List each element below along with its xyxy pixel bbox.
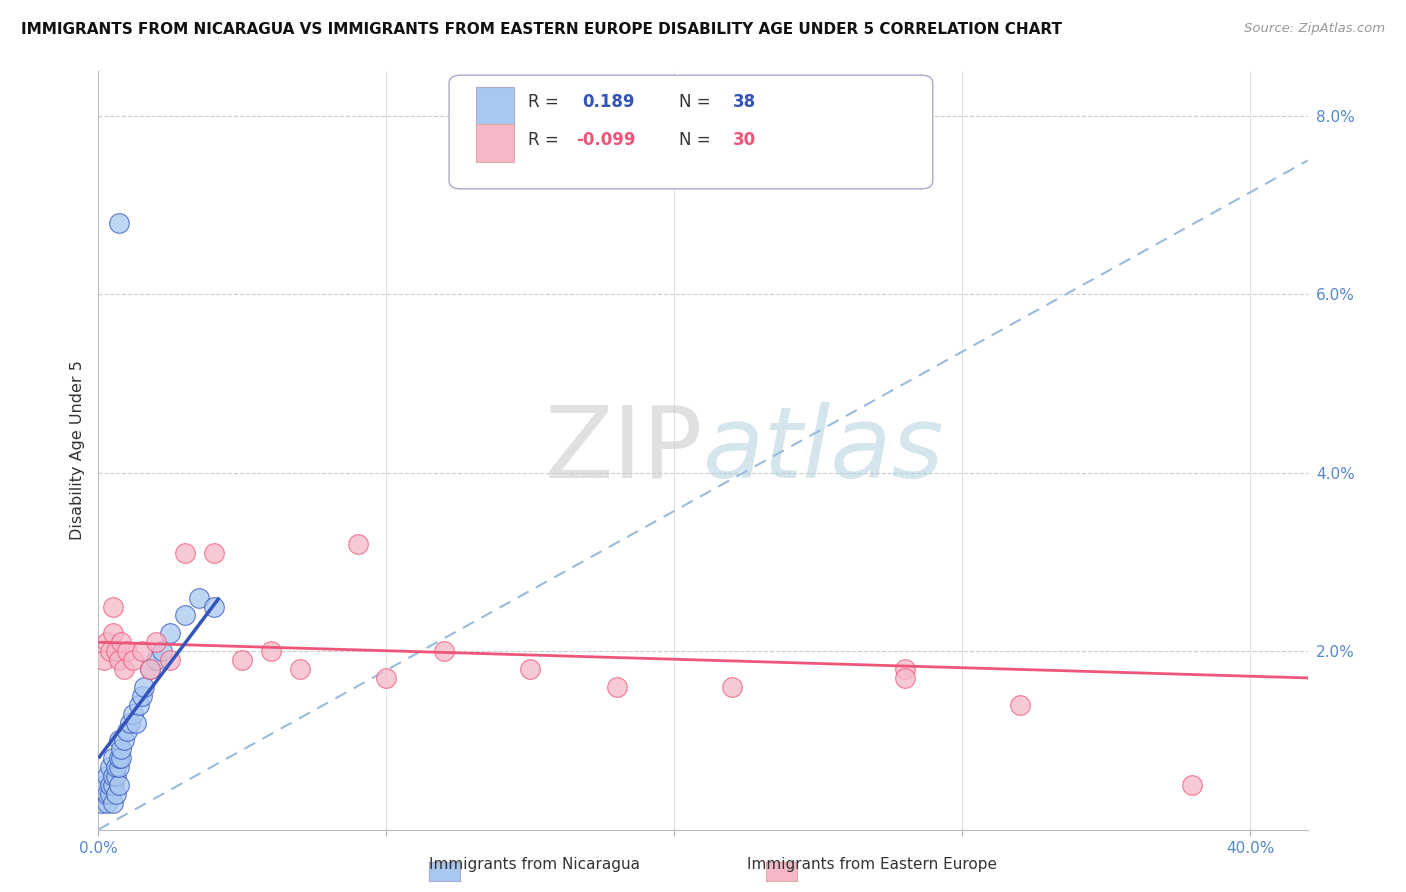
Point bbox=[173, 546, 195, 560]
Point bbox=[139, 662, 162, 676]
Point bbox=[98, 644, 121, 658]
Point bbox=[98, 787, 121, 801]
Point bbox=[131, 644, 153, 658]
Point bbox=[101, 778, 124, 792]
Point bbox=[125, 715, 148, 730]
Point bbox=[107, 778, 129, 792]
Text: 0.189: 0.189 bbox=[582, 93, 634, 111]
Point bbox=[893, 662, 915, 676]
Point bbox=[122, 706, 145, 721]
Point bbox=[110, 751, 132, 765]
Point bbox=[519, 662, 541, 676]
Point bbox=[107, 733, 129, 747]
Point bbox=[96, 635, 118, 649]
Point bbox=[346, 537, 368, 551]
Point bbox=[1181, 778, 1204, 792]
Point bbox=[112, 662, 135, 676]
Point bbox=[107, 216, 129, 230]
Point bbox=[188, 591, 211, 605]
Point bbox=[720, 680, 742, 694]
Point bbox=[98, 778, 121, 792]
Point bbox=[112, 733, 135, 747]
Point bbox=[96, 796, 118, 810]
Text: R =: R = bbox=[527, 130, 558, 149]
Text: N =: N = bbox=[679, 130, 710, 149]
FancyBboxPatch shape bbox=[449, 75, 932, 189]
Text: atlas: atlas bbox=[703, 402, 945, 499]
Point bbox=[101, 626, 124, 640]
Point bbox=[122, 653, 145, 667]
Point bbox=[101, 796, 124, 810]
Point bbox=[93, 653, 115, 667]
Text: ZIP: ZIP bbox=[544, 402, 703, 499]
Point bbox=[139, 662, 162, 676]
Point bbox=[110, 635, 132, 649]
Text: 38: 38 bbox=[734, 93, 756, 111]
Point bbox=[101, 751, 124, 765]
Text: -0.099: -0.099 bbox=[576, 130, 636, 149]
Point bbox=[90, 796, 112, 810]
Point bbox=[606, 680, 628, 694]
Text: N =: N = bbox=[679, 93, 710, 111]
Point bbox=[1008, 698, 1031, 712]
Point bbox=[107, 653, 129, 667]
Point bbox=[101, 599, 124, 614]
Text: 30: 30 bbox=[734, 130, 756, 149]
Point bbox=[115, 724, 138, 739]
Text: Source: ZipAtlas.com: Source: ZipAtlas.com bbox=[1244, 22, 1385, 36]
Point bbox=[131, 689, 153, 703]
Point bbox=[98, 760, 121, 774]
Point bbox=[96, 769, 118, 783]
Point bbox=[104, 769, 127, 783]
Point bbox=[202, 546, 225, 560]
Y-axis label: Disability Age Under 5: Disability Age Under 5 bbox=[69, 360, 84, 541]
Point bbox=[120, 715, 142, 730]
Point bbox=[145, 653, 167, 667]
Point bbox=[96, 787, 118, 801]
Bar bbox=[475, 124, 515, 162]
Point bbox=[173, 608, 195, 623]
Text: Immigrants from Eastern Europe: Immigrants from Eastern Europe bbox=[747, 857, 997, 872]
Text: IMMIGRANTS FROM NICARAGUA VS IMMIGRANTS FROM EASTERN EUROPE DISABILITY AGE UNDER: IMMIGRANTS FROM NICARAGUA VS IMMIGRANTS … bbox=[21, 22, 1062, 37]
Point bbox=[115, 644, 138, 658]
Point bbox=[202, 599, 225, 614]
Point bbox=[150, 644, 173, 658]
Point bbox=[110, 742, 132, 756]
Bar bbox=[475, 87, 515, 125]
Point bbox=[128, 698, 150, 712]
Point bbox=[893, 671, 915, 685]
Point bbox=[159, 626, 181, 640]
Point bbox=[104, 787, 127, 801]
Point bbox=[159, 653, 181, 667]
Point bbox=[433, 644, 456, 658]
Point bbox=[375, 671, 398, 685]
Point bbox=[134, 680, 156, 694]
Point bbox=[104, 644, 127, 658]
Point bbox=[145, 635, 167, 649]
Point bbox=[107, 760, 129, 774]
Point bbox=[93, 787, 115, 801]
Point bbox=[231, 653, 253, 667]
Point bbox=[260, 644, 283, 658]
Text: R =: R = bbox=[527, 93, 558, 111]
Point bbox=[288, 662, 311, 676]
Point bbox=[107, 751, 129, 765]
Point bbox=[101, 769, 124, 783]
Point bbox=[104, 760, 127, 774]
Text: Immigrants from Nicaragua: Immigrants from Nicaragua bbox=[429, 857, 640, 872]
Point bbox=[93, 778, 115, 792]
